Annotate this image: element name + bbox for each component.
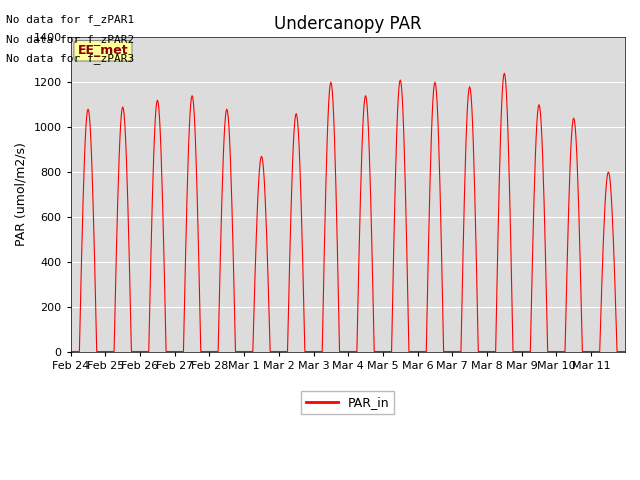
Text: No data for f_zPAR2: No data for f_zPAR2 — [6, 34, 134, 45]
Text: EE_met: EE_met — [77, 44, 128, 57]
Text: No data for f_zPAR1: No data for f_zPAR1 — [6, 14, 134, 25]
Title: Undercanopy PAR: Undercanopy PAR — [274, 15, 422, 33]
Legend: PAR_in: PAR_in — [301, 391, 394, 414]
Text: No data for f_zPAR3: No data for f_zPAR3 — [6, 53, 134, 64]
Y-axis label: PAR (umol/m2/s): PAR (umol/m2/s) — [15, 143, 28, 246]
